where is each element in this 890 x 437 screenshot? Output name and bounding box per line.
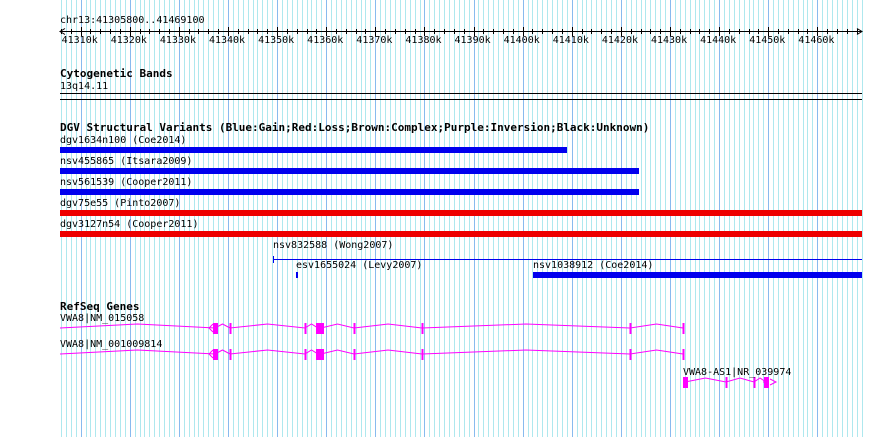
- gene-exon: [683, 377, 688, 388]
- sv-label[interactable]: esv1655024 (Levy2007): [296, 260, 423, 271]
- gene-exon: [353, 323, 356, 334]
- sv-feature-end: [273, 256, 274, 263]
- ruler-tick-label: 41410k: [552, 35, 589, 46]
- gene-exon: [229, 349, 232, 360]
- cyto-track-title: Cytogenetic Bands: [60, 67, 173, 80]
- ruler-tick-label: 41390k: [454, 35, 491, 46]
- sv-label[interactable]: dgv1634n100 (Coe2014): [60, 135, 187, 146]
- gene-intron-line: [59, 349, 684, 355]
- strand-arrow-icon: [208, 349, 214, 359]
- ruler-tick-label: 41340k: [208, 35, 246, 46]
- sv-feature: [60, 210, 862, 216]
- sv-feature: [60, 189, 639, 195]
- sv-feature: [296, 272, 298, 278]
- sv-label[interactable]: nsv1038912 (Coe2014): [533, 260, 654, 271]
- ruler-tick-label: 41350k: [258, 35, 295, 46]
- cyto-band-label: 13q14.11: [60, 81, 109, 92]
- gene-exon: [304, 349, 307, 360]
- gene-exon: [213, 323, 218, 334]
- region-label: chr13:41305800..41469100: [60, 15, 205, 26]
- sv-feature: [60, 168, 639, 174]
- ruler-tick-label: 41320k: [110, 35, 147, 46]
- ruler-tick-label: 41400k: [503, 35, 540, 46]
- sv-feature: [60, 231, 862, 237]
- gene-exon: [764, 377, 769, 388]
- ruler-tick-label: 41330k: [159, 35, 196, 46]
- ruler-tick-label: 41380k: [405, 35, 442, 46]
- ruler-tick-label: 41440k: [700, 35, 737, 46]
- gene-exon: [319, 349, 324, 360]
- gene-exon: [319, 323, 324, 334]
- gene-exon: [629, 323, 632, 334]
- gene-exon: [304, 323, 307, 334]
- ruler-tick-label: 41420k: [601, 35, 638, 46]
- sv-label[interactable]: dgv75e55 (Pinto2007): [60, 198, 181, 209]
- sv-label[interactable]: nsv832588 (Wong2007): [273, 240, 394, 251]
- refseq-track-title: RefSeq Genes: [60, 300, 140, 313]
- gene-exon: [421, 349, 424, 360]
- gene-exon: [629, 349, 632, 360]
- strand-arrow-icon: [208, 323, 214, 333]
- gene-exon: [353, 349, 356, 360]
- ruler-tick-label: 41370k: [356, 35, 393, 46]
- gene-exon: [753, 377, 756, 388]
- dgv-track-title: DGV Structural Variants (Blue:Gain;Red:L…: [60, 121, 650, 134]
- gene-exon: [682, 323, 685, 334]
- gene-label[interactable]: VWA8-AS1|NR_039974: [683, 367, 792, 378]
- sv-label[interactable]: nsv455865 (Itsara2009): [60, 156, 193, 167]
- strand-arrow-icon: [769, 378, 778, 386]
- gene-exon: [316, 323, 321, 334]
- gene-intron-line: [59, 323, 684, 329]
- sv-feature: [533, 272, 862, 278]
- ruler-tick-label: 41310k: [61, 35, 98, 46]
- sv-label[interactable]: dgv3127n54 (Cooper2011): [60, 219, 199, 230]
- ruler-tick-label: 41450k: [749, 35, 786, 46]
- gene-exon: [229, 323, 232, 334]
- gene-label[interactable]: VWA8|NM_001009814: [60, 339, 163, 350]
- ruler-arrows: [59, 28, 863, 35]
- ruler-tick-label: 41360k: [307, 35, 344, 46]
- sv-label[interactable]: nsv561539 (Cooper2011): [60, 177, 193, 188]
- gene-exon: [725, 377, 728, 388]
- gene-exon: [213, 349, 218, 360]
- sv-feature: [273, 259, 862, 260]
- ruler-tick-label: 41430k: [650, 35, 688, 46]
- sv-feature: [60, 147, 567, 153]
- gene-label[interactable]: VWA8|NM_015058: [60, 313, 145, 324]
- ruler-tick-label: 41460k: [798, 35, 835, 46]
- gene-exon: [421, 323, 424, 334]
- gene-exon: [316, 349, 321, 360]
- gene-exon: [682, 349, 685, 360]
